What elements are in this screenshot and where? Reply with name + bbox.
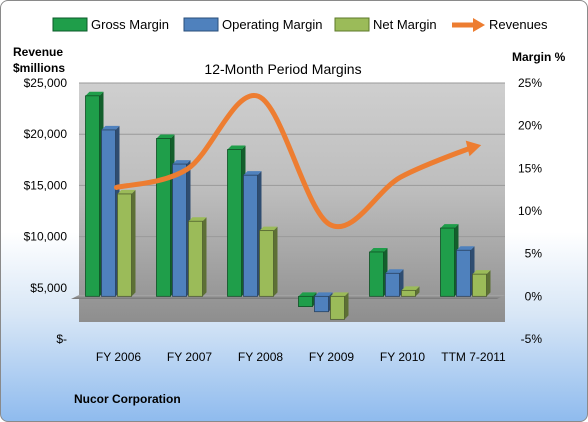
legend-label-gross-margin: Gross Margin: [91, 17, 169, 32]
legend-item-revenues: Revenues: [452, 17, 548, 32]
category-label: FY 2008: [238, 350, 283, 364]
bar-gross-margin: [440, 224, 459, 297]
category-label: TTM 7-2011: [441, 350, 506, 364]
right-tick-label: 15%: [518, 161, 542, 175]
legend-item-net-margin: Net Margin: [334, 17, 437, 32]
revenue-series: [114, 93, 482, 230]
left-tick-label: $15,000: [24, 178, 68, 192]
bar-net-margin: [259, 226, 278, 297]
plot-area: [79, 83, 505, 322]
plot-floor: [71, 295, 505, 299]
revenue-line: [114, 93, 474, 230]
left-tick-label: $25,000: [24, 76, 68, 90]
bar-operating-margin: [172, 160, 191, 297]
bar-gross-margin: [156, 134, 175, 297]
bars: [85, 91, 491, 320]
bar-operating-margin: [456, 246, 475, 297]
left-tick-label: $5,000: [30, 281, 67, 295]
right-tick-label: 20%: [518, 119, 542, 133]
legend: Gross Margin Operating Margin Net Margin…: [52, 17, 548, 32]
right-tick-label: 25%: [518, 76, 542, 90]
legend-swatch-gross-margin: [52, 17, 88, 32]
right-tick-label: -5%: [521, 332, 543, 346]
bar-net-margin: [117, 189, 136, 297]
right-tick-label: 5%: [525, 247, 543, 261]
right-axis-title: Margin %: [512, 50, 566, 64]
revenue-arrowhead: [465, 140, 482, 157]
right-tick-label: 0%: [525, 289, 543, 303]
left-tick-label: $20,000: [24, 127, 68, 141]
category-label: FY 2009: [309, 350, 354, 364]
category-label: FY 2007: [167, 350, 212, 364]
legend-swatch-net-margin: [334, 17, 370, 32]
legend-label-revenues: Revenues: [489, 17, 548, 32]
bar-gross-margin: [298, 292, 317, 307]
legend-label-net-margin: Net Margin: [373, 17, 437, 32]
left-axis-title-line2: $millions: [13, 61, 65, 75]
bar-gross-margin: [85, 91, 104, 297]
legend-item-operating-margin: Operating Margin: [183, 17, 322, 32]
left-axis-title-line1: Revenue: [13, 45, 63, 59]
left-tick-label: $10,000: [24, 230, 68, 244]
bar-operating-margin: [101, 125, 120, 297]
right-axis-ticks: -5% 0% 5% 10% 15% 20% 25%: [518, 76, 542, 346]
category-label: FY 2010: [380, 350, 425, 364]
legend-arrow-revenues: [473, 18, 485, 32]
bar-net-margin: [472, 270, 491, 297]
chart-title: 12-Month Period Margins: [204, 61, 361, 77]
bar-operating-margin: [243, 171, 262, 297]
legend-label-operating-margin: Operating Margin: [222, 17, 322, 32]
bar-net-margin: [401, 286, 420, 297]
company-name: Nucor Corporation: [74, 392, 181, 406]
right-tick-label: 10%: [518, 204, 542, 218]
category-label: FY 2006: [96, 350, 141, 364]
legend-swatch-operating-margin: [183, 17, 219, 32]
legend-item-gross-margin: Gross Margin: [52, 17, 169, 32]
bar-net-margin: [188, 217, 207, 297]
category-labels: FY 2006 FY 2007 FY 2008 FY 2009 FY 2010 TTM 7…: [96, 350, 506, 364]
gridlines: [79, 82, 505, 289]
bar-gross-margin: [369, 247, 388, 297]
bar-net-margin: [330, 292, 349, 320]
left-tick-label: $-: [56, 332, 67, 346]
left-axis-ticks: $- $5,000 $10,000 $15,000 $20,000 $25,000: [24, 76, 68, 346]
bar-operating-margin: [385, 269, 404, 297]
bar-gross-margin: [227, 145, 246, 297]
bar-operating-margin: [314, 292, 333, 313]
